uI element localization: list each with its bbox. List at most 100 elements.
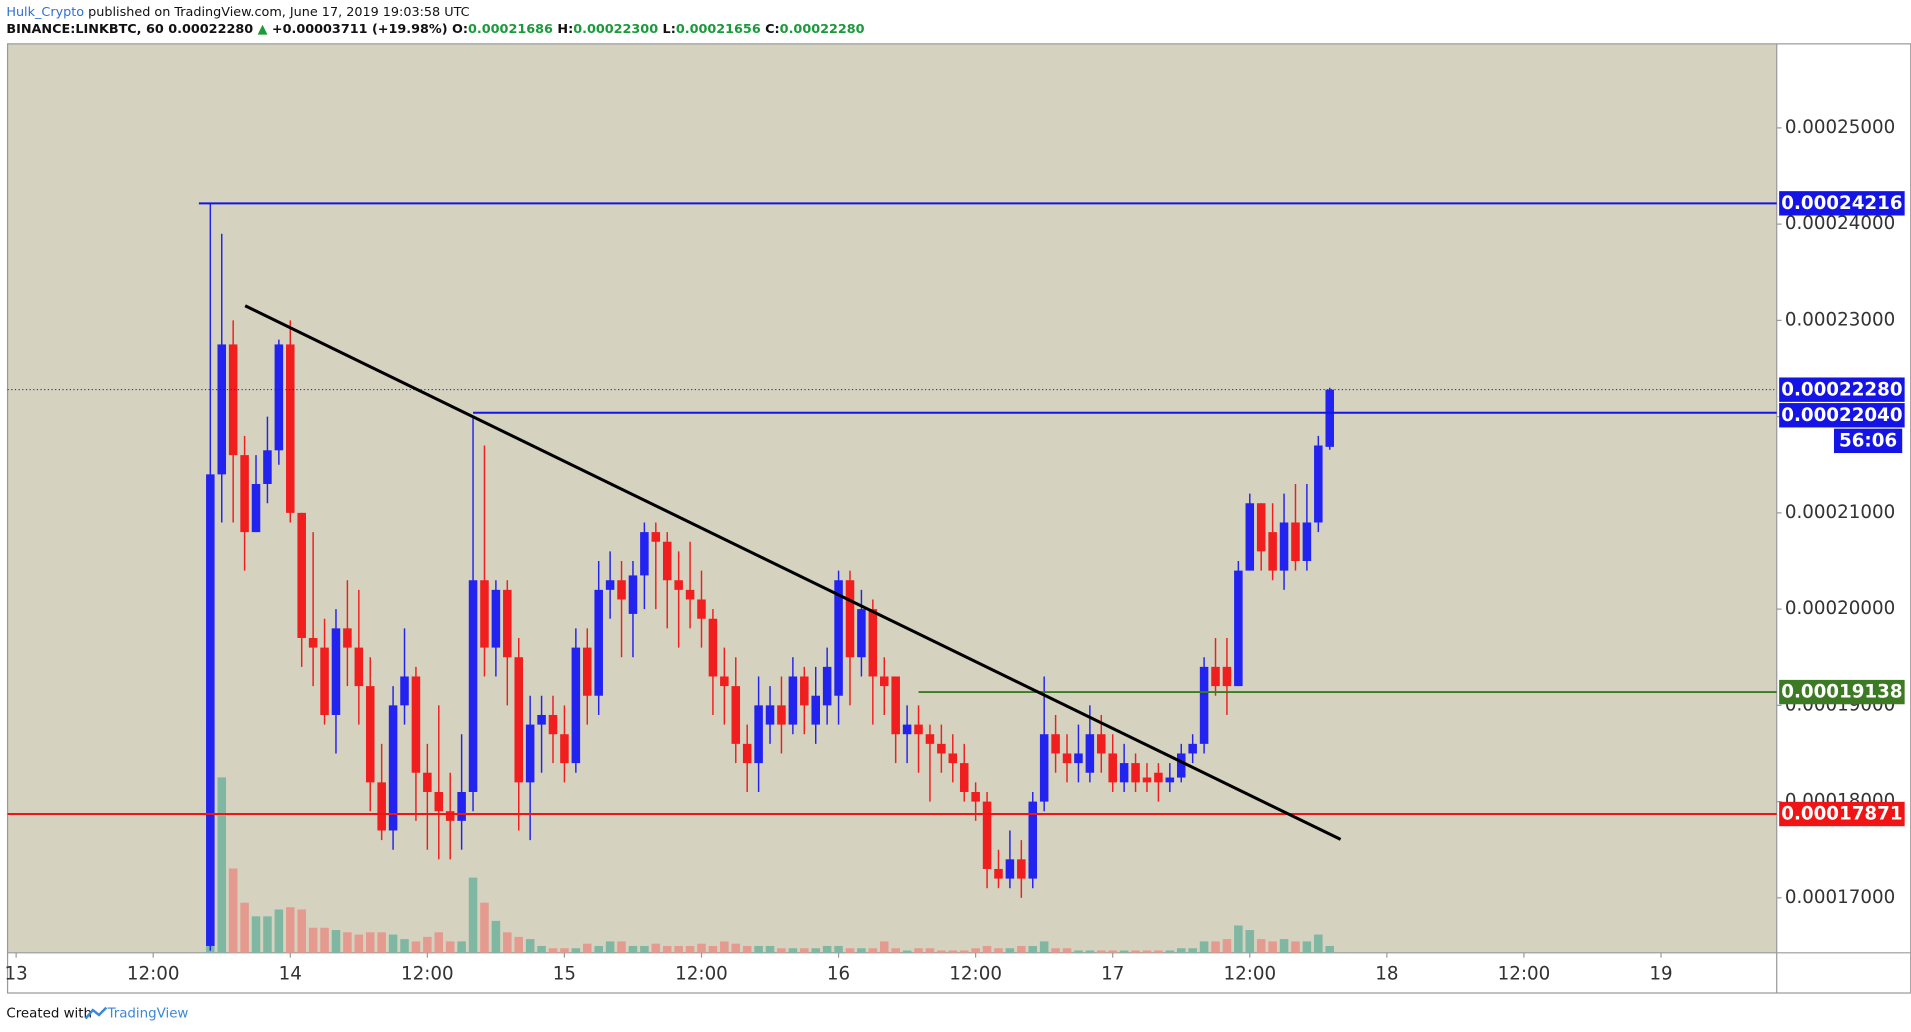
footer-created: Created with <box>6 1007 92 1022</box>
ohlc-o: 0.00021686 <box>468 22 553 37</box>
volume-bar <box>845 948 855 953</box>
volume-bar <box>834 945 843 953</box>
author[interactable]: Hulk_Crypto <box>6 5 84 20</box>
footer-logo[interactable] <box>84 1006 108 1020</box>
candle-body <box>754 705 763 764</box>
volume-bar <box>263 916 272 953</box>
candle-body <box>1119 763 1129 783</box>
x-tick-label: 13 <box>5 964 28 985</box>
symbol: BINANCE:LINKBTC, 60 <box>6 22 164 37</box>
level-badge: 0.00022040 <box>1781 405 1902 426</box>
volume-bar <box>343 932 352 953</box>
volume-bar <box>548 948 558 953</box>
candle-body <box>525 724 535 783</box>
volume-bar <box>445 941 455 953</box>
x-tick-label: 19 <box>1649 964 1672 985</box>
volume-bar <box>777 948 786 953</box>
plot-bg <box>7 43 1777 953</box>
volume-bar <box>365 932 375 953</box>
volume-bar <box>1028 945 1038 953</box>
volume-bar <box>1051 948 1060 953</box>
level-badge-bg <box>1779 191 1905 216</box>
x-tick-label: 12:00 <box>1498 964 1551 985</box>
candle-body <box>503 589 512 658</box>
candle-body <box>1085 734 1095 773</box>
ohlc-c-key: C: <box>765 22 780 37</box>
candle-body <box>1234 570 1243 687</box>
candle-body <box>845 580 855 658</box>
ohlc-o-key: O: <box>452 22 468 37</box>
candle-body <box>1279 522 1289 571</box>
time-axis-bg <box>7 952 1777 994</box>
candle-body <box>1097 734 1106 754</box>
ohlc-l: 0.00021656 <box>676 22 761 37</box>
candle-body <box>1062 753 1072 764</box>
volume-bar <box>1279 939 1289 953</box>
candle-body <box>788 676 798 725</box>
volume-bar <box>411 941 421 953</box>
y-tick-label: 0.00020000 <box>1785 598 1895 619</box>
candle-body <box>1222 666 1232 687</box>
volume-bar <box>1302 941 1312 953</box>
candle-body <box>914 724 923 735</box>
volume-bar <box>822 945 832 953</box>
candle-body <box>343 628 352 648</box>
candle-body <box>491 589 501 648</box>
volume-bar <box>662 945 672 953</box>
candle-body <box>320 647 329 715</box>
plot <box>7 202 1777 953</box>
volume-bar <box>605 941 615 953</box>
volume-bar <box>868 948 878 953</box>
y-tick-label: 0.00021000 <box>1785 502 1895 523</box>
volume-bar <box>331 930 341 953</box>
candle-body <box>594 589 603 696</box>
volume-bar <box>891 948 900 953</box>
last-price-badge: 0.00022280 <box>1781 379 1902 400</box>
candle-body <box>251 483 261 533</box>
header-line-2: BINANCE:LINKBTC, 60 0.00022280 ▲ +0.0000… <box>6 22 864 37</box>
volume-bar <box>651 943 661 953</box>
candle-body <box>365 686 375 783</box>
level-badge-bg <box>1779 801 1905 827</box>
candle-body <box>548 714 558 735</box>
volume-bar <box>1085 950 1095 953</box>
candle-body <box>457 791 466 821</box>
candle-body <box>925 734 935 744</box>
volume-bar <box>537 945 546 953</box>
volume-bar <box>1325 945 1335 953</box>
candle-body <box>1325 389 1335 447</box>
candle-body <box>228 344 238 456</box>
volume-bar <box>708 945 718 953</box>
x-tick-label: 18 <box>1375 964 1398 985</box>
y-tick-label: 0.00025000 <box>1785 117 1895 138</box>
x-tick-label: 12:00 <box>401 964 454 985</box>
volume-bar <box>228 868 238 953</box>
volume-bar <box>1188 948 1197 953</box>
candle-body <box>765 705 775 725</box>
volume-bar <box>583 943 592 953</box>
candle-body <box>1291 522 1300 561</box>
candle-body <box>1268 532 1277 571</box>
candle-body <box>297 512 306 638</box>
candle-body <box>822 666 832 706</box>
volume-bar <box>1005 948 1015 953</box>
x-tick-label: 15 <box>553 964 576 985</box>
volume-bar <box>320 927 329 953</box>
volume-bar <box>240 902 249 953</box>
volume-bar <box>1131 950 1140 953</box>
volume-bar <box>1268 941 1277 953</box>
candle-body <box>1028 801 1038 879</box>
volume-bar <box>1256 939 1266 953</box>
candle-body <box>685 589 695 600</box>
candle-body <box>617 580 626 600</box>
volume-bar <box>1199 941 1209 953</box>
volume-bar <box>571 948 581 953</box>
volume-bar <box>1176 948 1186 953</box>
candle-body <box>1302 522 1312 561</box>
volume-bar <box>994 948 1003 953</box>
volume-bar <box>1245 930 1255 953</box>
change: +0.00003711 (+19.98%) <box>272 22 448 37</box>
volume-bar <box>1211 941 1220 953</box>
footer-brand[interactable]: TradingView <box>106 1007 188 1022</box>
